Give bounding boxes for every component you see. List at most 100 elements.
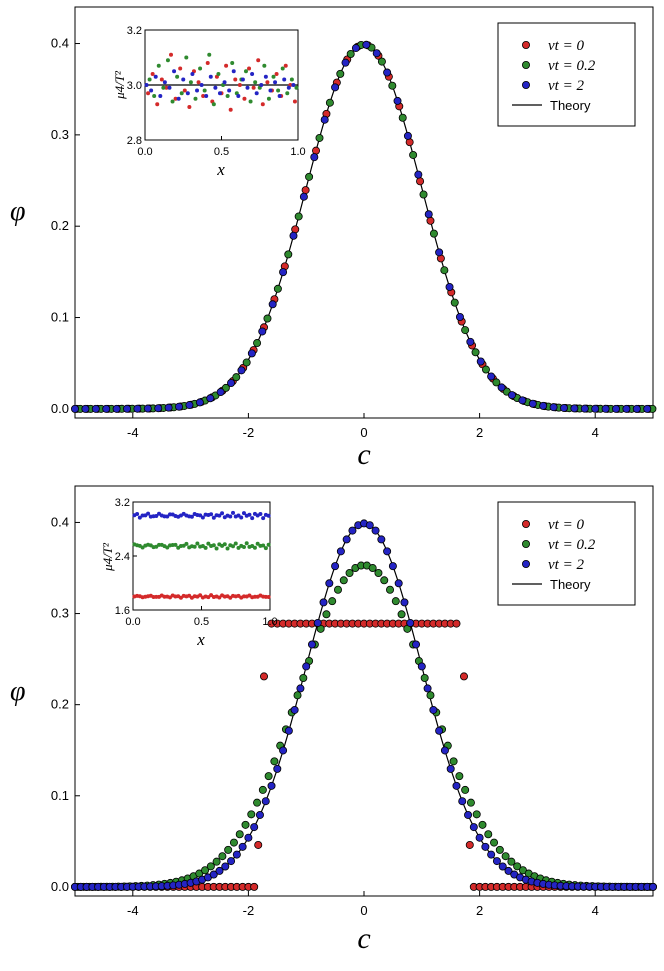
inset-data-point	[209, 512, 214, 517]
data-point	[429, 229, 438, 238]
data-point	[221, 383, 230, 392]
legend-label: νt = 2	[548, 78, 584, 94]
inset-x-tick-label: 0.5	[194, 616, 209, 628]
data-point	[133, 404, 142, 413]
data-point	[481, 365, 490, 374]
inset-data-point	[170, 99, 175, 104]
data-point	[487, 372, 496, 381]
legend-marker	[522, 560, 531, 569]
legend-marker	[522, 61, 531, 70]
data-point	[504, 866, 513, 875]
data-point	[435, 726, 444, 735]
data-point	[284, 250, 293, 259]
inset-data-point	[242, 96, 247, 101]
data-point	[267, 781, 276, 790]
inset-data-point	[167, 85, 172, 90]
inset-data-point	[262, 63, 267, 68]
inset-data-point	[244, 541, 249, 546]
data-point	[414, 170, 423, 179]
data-point	[440, 266, 449, 275]
inset-data-point	[185, 91, 190, 96]
top-legend: νt = 0 νt = 0.2 νt = 2 Theory	[497, 22, 636, 127]
y-tick-label: 0.2	[51, 697, 69, 712]
data-point	[351, 44, 360, 53]
data-point	[264, 772, 273, 781]
inset-data-point	[285, 91, 290, 96]
data-point	[501, 852, 510, 861]
data-point	[229, 838, 238, 847]
data-point	[495, 845, 504, 854]
inset-data-point	[217, 595, 222, 600]
data-point	[492, 857, 501, 866]
data-point	[209, 870, 218, 879]
inset-data-point	[208, 74, 213, 79]
data-point	[227, 378, 236, 387]
y-tick-label: 0.1	[51, 788, 69, 803]
inset-data-point	[192, 544, 197, 549]
inset-data-point	[147, 77, 152, 82]
inset-data-point	[137, 515, 142, 520]
legend-marker	[522, 41, 531, 50]
legend-marker	[522, 520, 531, 529]
inset-data-point	[173, 542, 178, 547]
data-point	[591, 404, 600, 413]
bottom-inset-frame	[132, 501, 271, 611]
data-point	[539, 401, 548, 410]
data-point	[476, 357, 485, 366]
legend-label: νt = 2	[548, 557, 584, 573]
x-tick-label: -4	[127, 903, 139, 918]
data-point	[235, 830, 244, 839]
data-point	[497, 383, 506, 392]
inset-data-point	[150, 72, 155, 76]
data-point	[244, 833, 253, 842]
data-point	[232, 850, 241, 859]
inset-data-point	[222, 542, 227, 547]
inset-data-point	[225, 94, 230, 98]
inset-y-tick-label: 3.2	[127, 25, 142, 37]
inset-data-point	[184, 55, 189, 60]
inset-data-point	[243, 69, 248, 74]
x-tick-label: 2	[476, 425, 483, 440]
data-point	[465, 840, 474, 849]
data-point	[452, 619, 461, 628]
inset-data-point	[187, 593, 192, 598]
bottom-data-points	[71, 519, 658, 891]
inset-data-point	[261, 543, 266, 548]
data-point	[336, 547, 345, 556]
inset-data-point	[204, 94, 209, 98]
y-tick-label: 0.2	[51, 218, 69, 233]
data-point	[206, 394, 215, 403]
legend-label: νt = 0	[548, 38, 584, 54]
data-point	[429, 705, 438, 714]
inset-data-point	[178, 66, 183, 71]
data-point	[475, 833, 484, 842]
data-point	[258, 327, 267, 336]
data-point	[102, 404, 111, 413]
inset-data-point	[198, 66, 203, 71]
inset-data-point	[286, 85, 291, 90]
bottom-legend-box	[497, 501, 636, 606]
inset-data-point	[190, 72, 195, 76]
top-inset-axes: 0.0 0.5 1.0 2.8 3.0 3.2	[127, 25, 306, 158]
data-point	[487, 850, 496, 859]
inset-data-point	[217, 513, 222, 518]
data-point	[302, 662, 311, 671]
data-point	[261, 797, 270, 806]
inset-data-point	[217, 91, 222, 96]
top-inset-y-label: μ4/T²	[112, 70, 127, 100]
data-point	[490, 838, 499, 847]
inset-data-point	[266, 542, 271, 547]
data-point	[268, 300, 277, 309]
data-point	[380, 576, 389, 585]
inset-data-point	[241, 544, 246, 549]
data-point	[305, 172, 314, 181]
data-point	[293, 691, 302, 700]
data-point	[471, 348, 480, 357]
data-point	[215, 866, 224, 875]
inset-data-point	[193, 96, 198, 101]
data-point	[528, 399, 537, 408]
inset-data-point	[277, 94, 282, 98]
inset-y-tick-label: 3.2	[115, 497, 130, 509]
inset-data-point	[211, 515, 216, 520]
inset-data-point	[240, 77, 245, 82]
